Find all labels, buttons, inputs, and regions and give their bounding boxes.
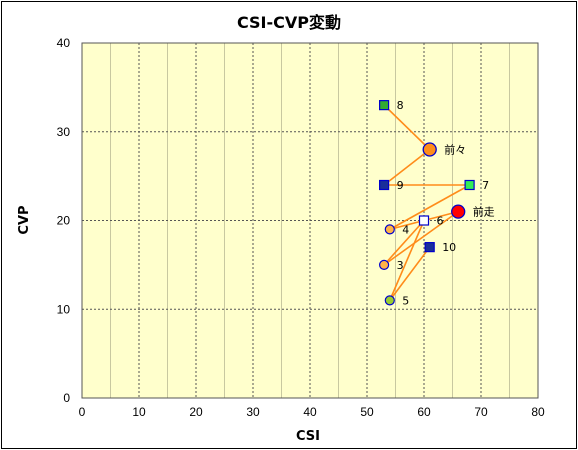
- point-label: 9: [397, 179, 404, 192]
- chart-title: CSI-CVP変動: [237, 13, 341, 32]
- data-point: [422, 142, 437, 157]
- data-point: [384, 224, 395, 235]
- point-label: 8: [397, 99, 404, 112]
- point-label: 3: [397, 259, 404, 272]
- trend-line-segment: [383, 148, 431, 186]
- data-point: [379, 179, 390, 191]
- x-tick-label: 30: [246, 405, 260, 419]
- plot-border: [81, 42, 539, 399]
- y-tick-label: 0: [63, 391, 70, 405]
- x-tick-label: 70: [474, 405, 488, 419]
- data-point: [464, 179, 475, 191]
- y-tick-label: 40: [57, 36, 71, 50]
- data-point: [451, 204, 466, 219]
- x-tick-label: 10: [132, 405, 146, 419]
- x-tick-label: 20: [189, 405, 203, 419]
- y-tick-label: 20: [57, 214, 71, 228]
- y-axis-title: CVP: [17, 205, 32, 234]
- point-label: 5: [402, 294, 409, 307]
- point-labels: 前走 前々 3 4 5 6 7 8 9 10: [397, 99, 495, 307]
- trend-line-segment: [389, 220, 425, 301]
- data-point: [418, 215, 430, 226]
- y-tick-label: 30: [57, 125, 71, 139]
- data-point: [384, 295, 395, 306]
- point-label: 4: [402, 223, 409, 236]
- point-label: 10: [442, 241, 456, 254]
- x-tick-label: 80: [531, 405, 545, 419]
- point-label: 前々: [444, 143, 466, 157]
- tick-labels: 0 10 20 30 40 50 60 70 80 0 10 20 30 40: [57, 36, 545, 419]
- trend-line-segment: [389, 246, 431, 301]
- data-point: [379, 259, 390, 270]
- x-tick-label: 60: [417, 405, 431, 419]
- x-axis-title: CSI: [296, 429, 320, 444]
- data-point: [379, 100, 390, 111]
- data-points: [379, 100, 475, 306]
- trend-line-segment: [389, 184, 470, 231]
- x-tick-label: 50: [360, 405, 374, 419]
- point-label: 7: [482, 179, 489, 192]
- grid: [81, 42, 539, 399]
- x-tick-label: 0: [79, 405, 86, 419]
- trend-line-segment: [383, 104, 431, 151]
- trend-line-segment: [383, 219, 425, 266]
- y-tick-label: 10: [57, 302, 71, 316]
- data-point: [424, 242, 435, 253]
- trend-line-segment: [383, 210, 459, 266]
- point-label: 前走: [473, 205, 495, 219]
- point-label: 6: [437, 215, 444, 228]
- x-tick-label: 40: [303, 405, 317, 419]
